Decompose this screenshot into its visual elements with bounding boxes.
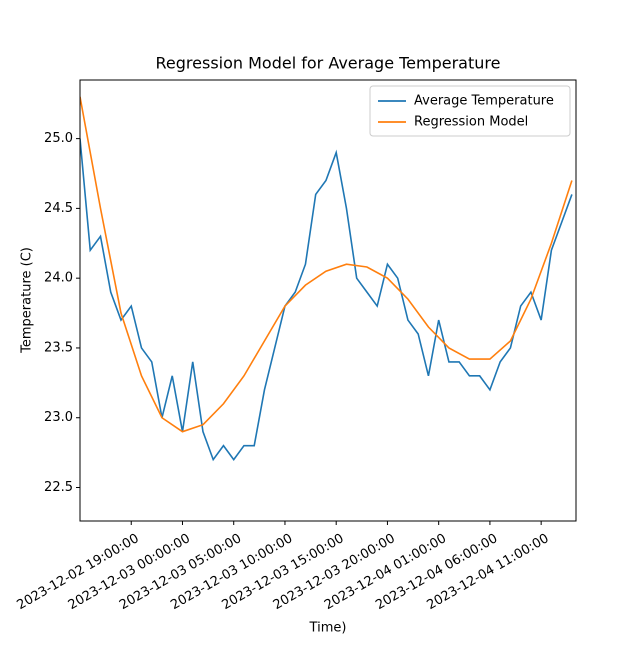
legend-box	[369, 85, 571, 137]
chart-title: Regression Model for Average Temperature	[156, 54, 501, 73]
y-tick-label: 24.5	[44, 201, 73, 216]
y-tick-label: 23.5	[44, 340, 73, 355]
x-axis-label: Time)	[309, 621, 347, 636]
y-tick-label: 23.0	[44, 410, 73, 425]
data-line	[80, 96, 573, 433]
y-tick-label: 24.0	[44, 271, 73, 286]
plot-frame	[79, 79, 577, 522]
y-tick-label: 22.5	[44, 480, 73, 495]
y-tick-label: 25.0	[44, 131, 73, 146]
y-axis-label: Temperature (C)	[20, 247, 35, 354]
legend-label: Average Temperature	[414, 94, 554, 109]
legend-label: Regression Model	[414, 115, 528, 130]
data-line	[80, 138, 573, 462]
